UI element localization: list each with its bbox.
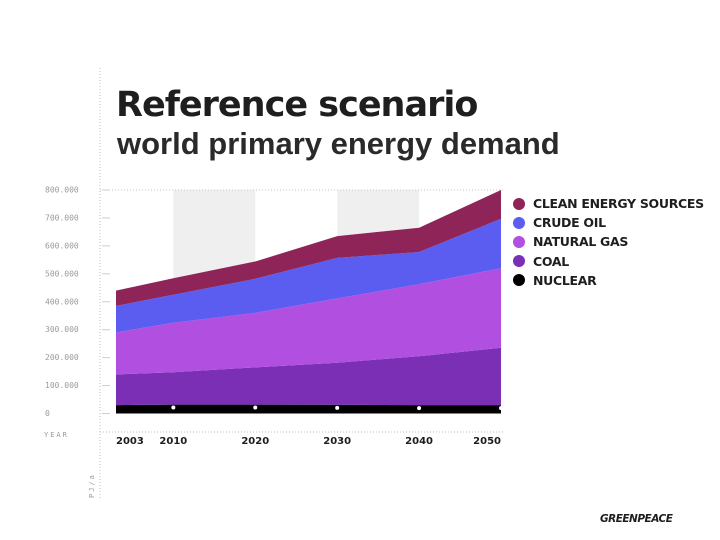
y-unit-label: PJ/a <box>88 473 96 498</box>
area-nuclear <box>116 404 501 414</box>
legend-swatch <box>513 216 525 229</box>
nuclear-marker <box>335 405 340 410</box>
legend-swatch <box>513 197 525 210</box>
y-axis: 0 100.000 200.000 300.000 400.000 500.000 600.… <box>45 186 110 418</box>
x-tick-label: 2010 <box>159 436 187 447</box>
greenpeace-logo: GREENPEACE <box>600 513 673 525</box>
legend-label: CRUDE OIL <box>533 215 606 231</box>
x-tick-label: 2020 <box>241 436 269 447</box>
nuclear-marker <box>171 405 176 410</box>
legend-item: NATURAL GAS <box>513 232 704 251</box>
legend-label: NUCLEAR <box>533 272 597 288</box>
legend-label: NATURAL GAS <box>533 234 629 250</box>
area-clean-energy-sources <box>116 190 501 306</box>
area-natural-gas <box>116 268 501 375</box>
chart-title: Reference scenario <box>116 85 478 125</box>
y-tick-label: 400.000 <box>45 297 79 306</box>
area-crude-oil <box>116 218 501 333</box>
area-coal <box>116 347 501 406</box>
x-tick-label: 2050 <box>473 436 501 447</box>
y-tick-label: 300.000 <box>45 325 79 334</box>
x-axis: 2003 2010 2020 2030 2040 2050 <box>100 431 505 447</box>
y-tick-label: 0 <box>45 409 50 418</box>
legend-swatch <box>513 235 525 248</box>
nuclear-markers <box>171 405 503 411</box>
y-tick-label: 800.000 <box>45 186 79 195</box>
y-tick-label: 700.000 <box>45 213 79 222</box>
legend-swatch <box>513 255 525 268</box>
y-tick-label: 600.000 <box>45 241 79 250</box>
nuclear-marker <box>417 406 422 411</box>
y-tick-label: 500.000 <box>45 269 79 278</box>
legend: CLEAN ENERGY SOURCES CRUDE OIL NATURAL GAS… <box>513 194 704 290</box>
x-tick-label: 2030 <box>323 436 351 447</box>
legend-item: CRUDE OIL <box>513 213 704 232</box>
legend-item: NUCLEAR <box>513 271 704 290</box>
x-tick-label: 2040 <box>405 436 433 447</box>
chart-subtitle: world primary energy demand <box>117 126 560 161</box>
x-axis-label: YEAR <box>44 431 69 439</box>
nuclear-marker <box>253 405 258 410</box>
y-tick-label: 100.000 <box>45 381 79 390</box>
legend-item: CLEAN ENERGY SOURCES <box>513 194 704 213</box>
y-tick-label: 200.000 <box>45 353 79 362</box>
x-tick-label: 2003 <box>116 436 144 447</box>
area-series <box>116 190 501 414</box>
legend-label: CLEAN ENERGY SOURCES <box>533 196 704 212</box>
legend-swatch <box>513 274 525 287</box>
nuclear-marker <box>499 406 503 411</box>
legend-item: COAL <box>513 252 704 271</box>
legend-label: COAL <box>533 253 569 269</box>
